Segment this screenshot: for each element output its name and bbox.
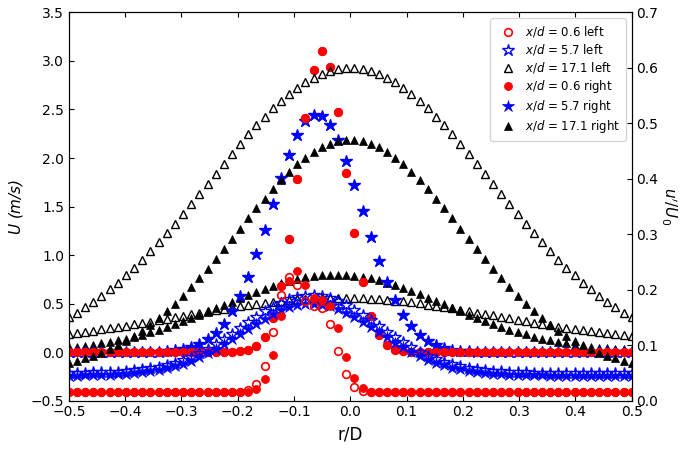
Legend: $x/d$ = 0.6 left, $x/d$ = 5.7 left, $x/d$ = 17.1 left, $x/d$ = 0.6 right, $x/d$ : $x/d$ = 0.6 left, $x/d$ = 5.7 left, $x/d… [490,18,626,141]
X-axis label: r/D: r/D [338,425,363,443]
Y-axis label: $U$ (m/s): $U$ (m/s) [7,178,25,235]
Y-axis label: $u'/U_0$: $u'/U_0$ [659,188,678,225]
